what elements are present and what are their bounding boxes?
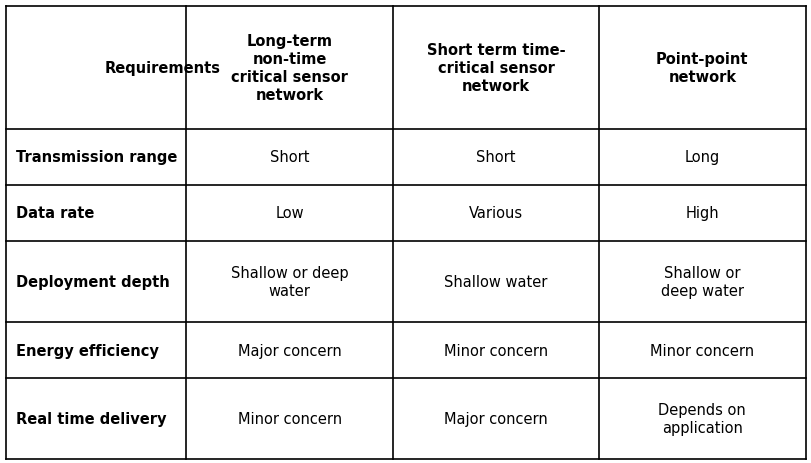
Text: Minor concern: Minor concern — [238, 411, 341, 426]
Text: Long: Long — [684, 150, 719, 165]
Text: Major concern: Major concern — [444, 411, 547, 426]
Text: Energy efficiency: Energy efficiency — [16, 343, 159, 358]
Text: Various: Various — [468, 206, 522, 221]
Text: Data rate: Data rate — [16, 206, 95, 221]
Text: Point-point
network: Point-point network — [655, 52, 748, 85]
Text: Shallow or deep
water: Shallow or deep water — [230, 265, 348, 298]
Text: Minor concern: Minor concern — [444, 343, 547, 358]
Text: Low: Low — [275, 206, 303, 221]
Text: Depends on
application: Depends on application — [658, 402, 745, 435]
Text: Deployment depth: Deployment depth — [16, 275, 169, 289]
Text: Major concern: Major concern — [238, 343, 341, 358]
Text: Transmission range: Transmission range — [16, 150, 178, 165]
Text: Long-term
non-time
critical sensor
network: Long-term non-time critical sensor netwo… — [231, 34, 348, 103]
Text: Short: Short — [269, 150, 309, 165]
Text: Requirements: Requirements — [105, 61, 221, 75]
Text: Short term time-
critical sensor
network: Short term time- critical sensor network — [426, 43, 564, 94]
Text: High: High — [684, 206, 719, 221]
Text: Short: Short — [475, 150, 515, 165]
Text: Shallow water: Shallow water — [444, 275, 547, 289]
Text: Minor concern: Minor concern — [650, 343, 753, 358]
Text: Real time delivery: Real time delivery — [16, 411, 166, 426]
Text: Shallow or
deep water: Shallow or deep water — [660, 265, 743, 298]
